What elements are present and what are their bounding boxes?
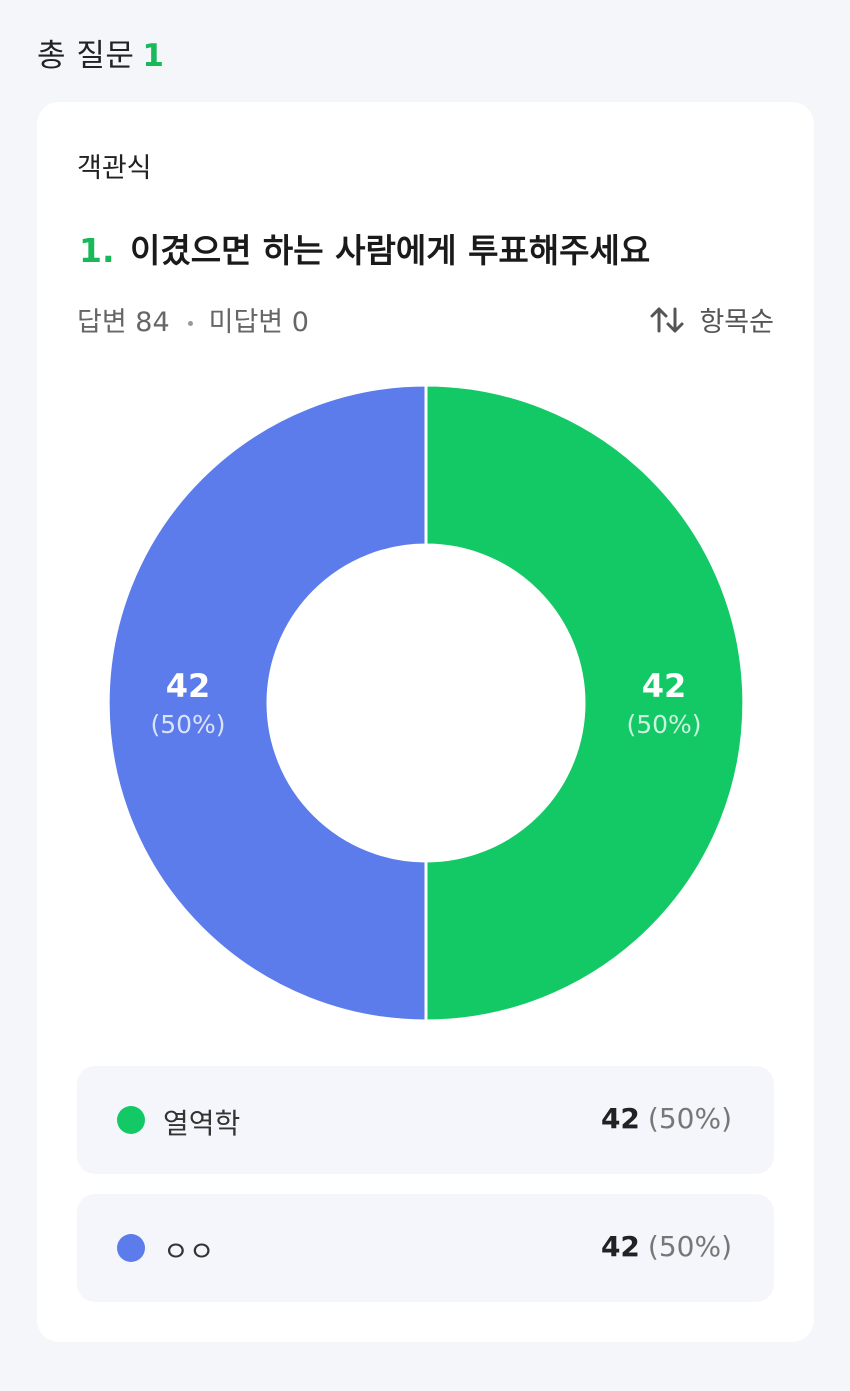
- slice-percent-label: (50%): [150, 710, 225, 739]
- total-questions-count: 1: [142, 38, 165, 74]
- donut-chart: 42 (50%) 42 (50%): [106, 383, 746, 1023]
- slice-value-label: 42: [166, 667, 211, 705]
- legend-label: 열역학: [163, 1107, 241, 1140]
- sort-button[interactable]: 항목순: [649, 300, 774, 339]
- legend-count: 42: [600, 1102, 640, 1135]
- sort-arrows-icon: [650, 307, 684, 332]
- question-number: 1.: [79, 231, 115, 270]
- legend-value: 42 (50%): [601, 1102, 732, 1135]
- separator-dot: [187, 321, 193, 326]
- answered-count: 답변 84: [77, 307, 170, 338]
- donut-slice-1: [106, 383, 428, 1023]
- unanswered-count: 미답변 0: [208, 307, 309, 338]
- sort-label: 항목순: [699, 307, 774, 338]
- question-card: 객관식 1. 이겼으면 하는 사람에게 투표해주세요 답변 84 미답변 0 항목…: [37, 102, 814, 1342]
- legend-label: ㅇㅇ: [163, 1235, 215, 1268]
- question-type: 객관식: [77, 153, 152, 184]
- legend-swatch-green: [117, 1106, 145, 1134]
- slice-value-label: 42: [642, 667, 687, 705]
- question-text: 이겼으면 하는 사람에게 투표해주세요: [130, 231, 651, 270]
- legend-percent: (50%): [647, 1102, 732, 1135]
- question-title: 1. 이겼으면 하는 사람에게 투표해주세요: [79, 224, 650, 272]
- slice-percent-label: (50%): [626, 710, 701, 739]
- donut-slice-0: [424, 383, 746, 1023]
- legend-item: ㅇㅇ 42 (50%): [77, 1194, 774, 1302]
- legend-item: 열역학 42 (50%): [77, 1066, 774, 1174]
- response-stats: 답변 84 미답변 0: [77, 300, 309, 339]
- summary-header: 총 질문 1: [37, 30, 165, 75]
- legend-swatch-blue: [117, 1234, 145, 1262]
- legend-percent: (50%): [647, 1230, 732, 1263]
- total-questions-label: 총 질문: [37, 38, 135, 74]
- legend-count: 42: [600, 1230, 640, 1263]
- legend-value: 42 (50%): [601, 1230, 732, 1263]
